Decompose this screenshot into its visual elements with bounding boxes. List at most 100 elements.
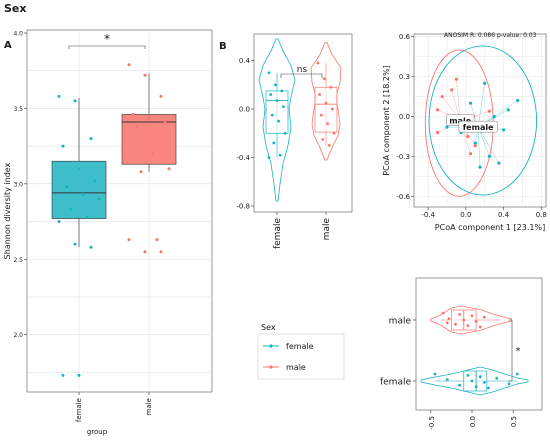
y-axis-label: Shannon diversity index	[3, 162, 12, 259]
data-point	[81, 192, 85, 196]
y-tick-label: 0.3	[399, 73, 410, 81]
data-point	[57, 94, 61, 98]
y-tick-label: female	[380, 378, 411, 388]
data-point	[274, 83, 277, 87]
y-tick-label: 0.6	[399, 33, 411, 41]
y-tick-label: -0.8	[236, 202, 250, 210]
violin-panel: -0.8 -0.4 0.0 0.4 female male ns	[236, 33, 353, 249]
significance-label: *	[104, 32, 110, 46]
horizontal-violin-panel: male female -0.5 0.0 0.5 *	[380, 277, 543, 430]
boxplot-panel: 2.0 2.5 3.0 3.5 4.0 Shannon diversity index fe…	[3, 29, 213, 436]
y-tick-label: 4.0	[13, 31, 23, 38]
x-tick-label: 0.0	[469, 416, 477, 427]
panel-b-letter: B	[219, 41, 227, 52]
data-point	[143, 250, 147, 254]
y-tick-label: 0.0	[239, 106, 250, 114]
data-point	[435, 130, 440, 135]
data-point	[473, 141, 477, 145]
data-point	[487, 386, 490, 390]
data-point	[85, 215, 89, 219]
figure-title: Sex	[4, 2, 26, 15]
data-point	[487, 109, 492, 113]
legend-item-male: male	[263, 363, 306, 372]
legend-marker-female	[269, 344, 273, 348]
data-point	[445, 125, 449, 129]
box-female	[51, 160, 107, 219]
x-tick-label: 0.8	[536, 211, 547, 219]
x-tick-label: male	[322, 218, 332, 241]
data-point	[506, 108, 510, 112]
data-point	[450, 88, 454, 92]
data-point	[89, 137, 93, 141]
data-point	[131, 112, 135, 116]
y-tick-label: -0.4	[236, 154, 250, 162]
data-point	[167, 167, 171, 171]
legend-box	[257, 333, 345, 380]
anosim-annotation: ANOSIM R: 0.086 p-value: 0.03	[444, 32, 537, 39]
data-point	[272, 141, 276, 145]
data-point	[151, 152, 155, 156]
data-point	[77, 373, 81, 377]
data-point	[492, 114, 496, 119]
data-point	[73, 242, 77, 246]
data-point	[458, 313, 462, 316]
data-point	[323, 77, 326, 81]
data-point	[478, 325, 482, 329]
data-point	[278, 153, 282, 157]
data-point	[280, 89, 284, 93]
data-point	[97, 197, 101, 201]
plot-area	[413, 33, 547, 208]
data-point	[482, 381, 486, 384]
data-point	[135, 125, 139, 129]
box-male	[314, 86, 338, 133]
data-point	[319, 113, 323, 117]
data-point	[270, 113, 274, 117]
data-point	[316, 61, 320, 65]
data-point	[474, 320, 478, 323]
data-point	[468, 152, 473, 156]
data-point	[516, 98, 520, 103]
data-point	[440, 94, 444, 99]
box-male	[121, 114, 177, 165]
y-tick-label: 3.0	[13, 181, 23, 188]
data-point	[127, 238, 131, 242]
data-point	[143, 73, 147, 77]
significance-bracket	[508, 319, 513, 382]
data-point	[468, 101, 473, 105]
data-point	[61, 373, 65, 377]
legend: Sex female male	[257, 323, 345, 380]
data-point	[447, 317, 451, 320]
data-point	[470, 379, 474, 383]
x-tick-label: 0.5	[510, 416, 518, 427]
data-point	[458, 383, 462, 387]
data-point	[93, 179, 97, 183]
legend-marker-male	[269, 365, 273, 369]
data-point	[329, 85, 333, 89]
data-point	[466, 374, 470, 377]
data-point	[466, 324, 470, 327]
significance-label: ns	[297, 65, 308, 75]
x-tick-label: female	[273, 218, 283, 249]
data-point	[73, 99, 77, 103]
legend-item-female: female	[263, 342, 314, 351]
data-point	[497, 161, 501, 165]
violin-male	[310, 42, 342, 161]
data-point	[445, 378, 449, 381]
data-point	[324, 101, 328, 105]
data-point	[478, 165, 482, 169]
legend-label-female: female	[286, 342, 314, 351]
data-point	[159, 250, 163, 254]
y-tick-label: 2.0	[13, 332, 23, 339]
data-point	[277, 119, 280, 123]
y-tick-label: 3.5	[13, 106, 23, 113]
y-tick-label: 0.4	[239, 57, 251, 65]
centroid-label-box	[458, 120, 498, 133]
data-point	[507, 382, 511, 386]
data-point	[163, 120, 167, 124]
x-tick-label: -0.4	[421, 211, 435, 219]
y-tick-label: 2.5	[13, 257, 23, 264]
data-point	[275, 99, 279, 102]
panel-a-letter: A	[4, 40, 12, 51]
data-point	[283, 131, 287, 135]
